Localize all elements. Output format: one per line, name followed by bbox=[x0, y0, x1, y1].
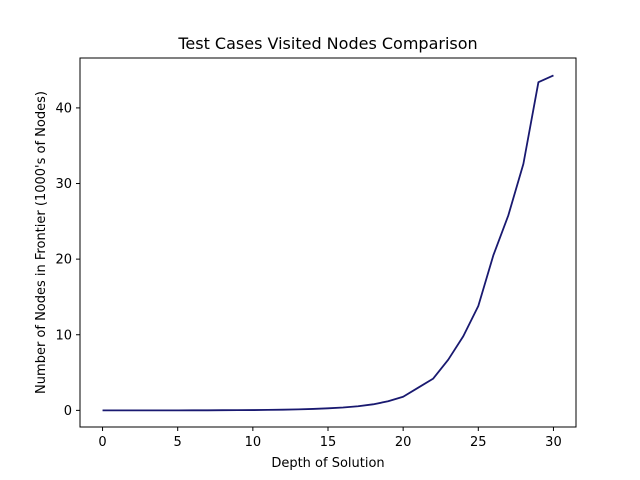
y-tick-label: 40 bbox=[55, 101, 72, 116]
x-tick-label: 10 bbox=[245, 435, 262, 450]
x-tick-label: 15 bbox=[320, 435, 337, 450]
y-tick-label: 30 bbox=[55, 177, 72, 192]
x-tick-label: 5 bbox=[174, 435, 182, 450]
y-tick-label: 10 bbox=[55, 328, 72, 343]
plot-area bbox=[79, 57, 577, 428]
y-tick-label: 20 bbox=[55, 253, 72, 268]
y-axis-ticks: 0 10 20 30 40 bbox=[55, 101, 80, 419]
plot-frame bbox=[79, 57, 577, 428]
x-tick-label: 20 bbox=[395, 435, 412, 450]
x-tick-label: 30 bbox=[545, 435, 562, 450]
y-tick-label: 0 bbox=[64, 404, 72, 419]
x-axis-ticks: 0 5 10 15 20 25 30 bbox=[98, 427, 562, 450]
series-layer bbox=[102, 74, 554, 412]
y-axis-label: Number of Nodes in Frontier (1000's of N… bbox=[34, 91, 49, 394]
series-line bbox=[102, 74, 554, 412]
x-tick-label: 25 bbox=[470, 435, 487, 450]
chart-title: Test Cases Visited Nodes Comparison bbox=[177, 34, 477, 53]
x-tick-label: 0 bbox=[98, 435, 106, 450]
x-axis-label: Depth of Solution bbox=[271, 456, 384, 471]
